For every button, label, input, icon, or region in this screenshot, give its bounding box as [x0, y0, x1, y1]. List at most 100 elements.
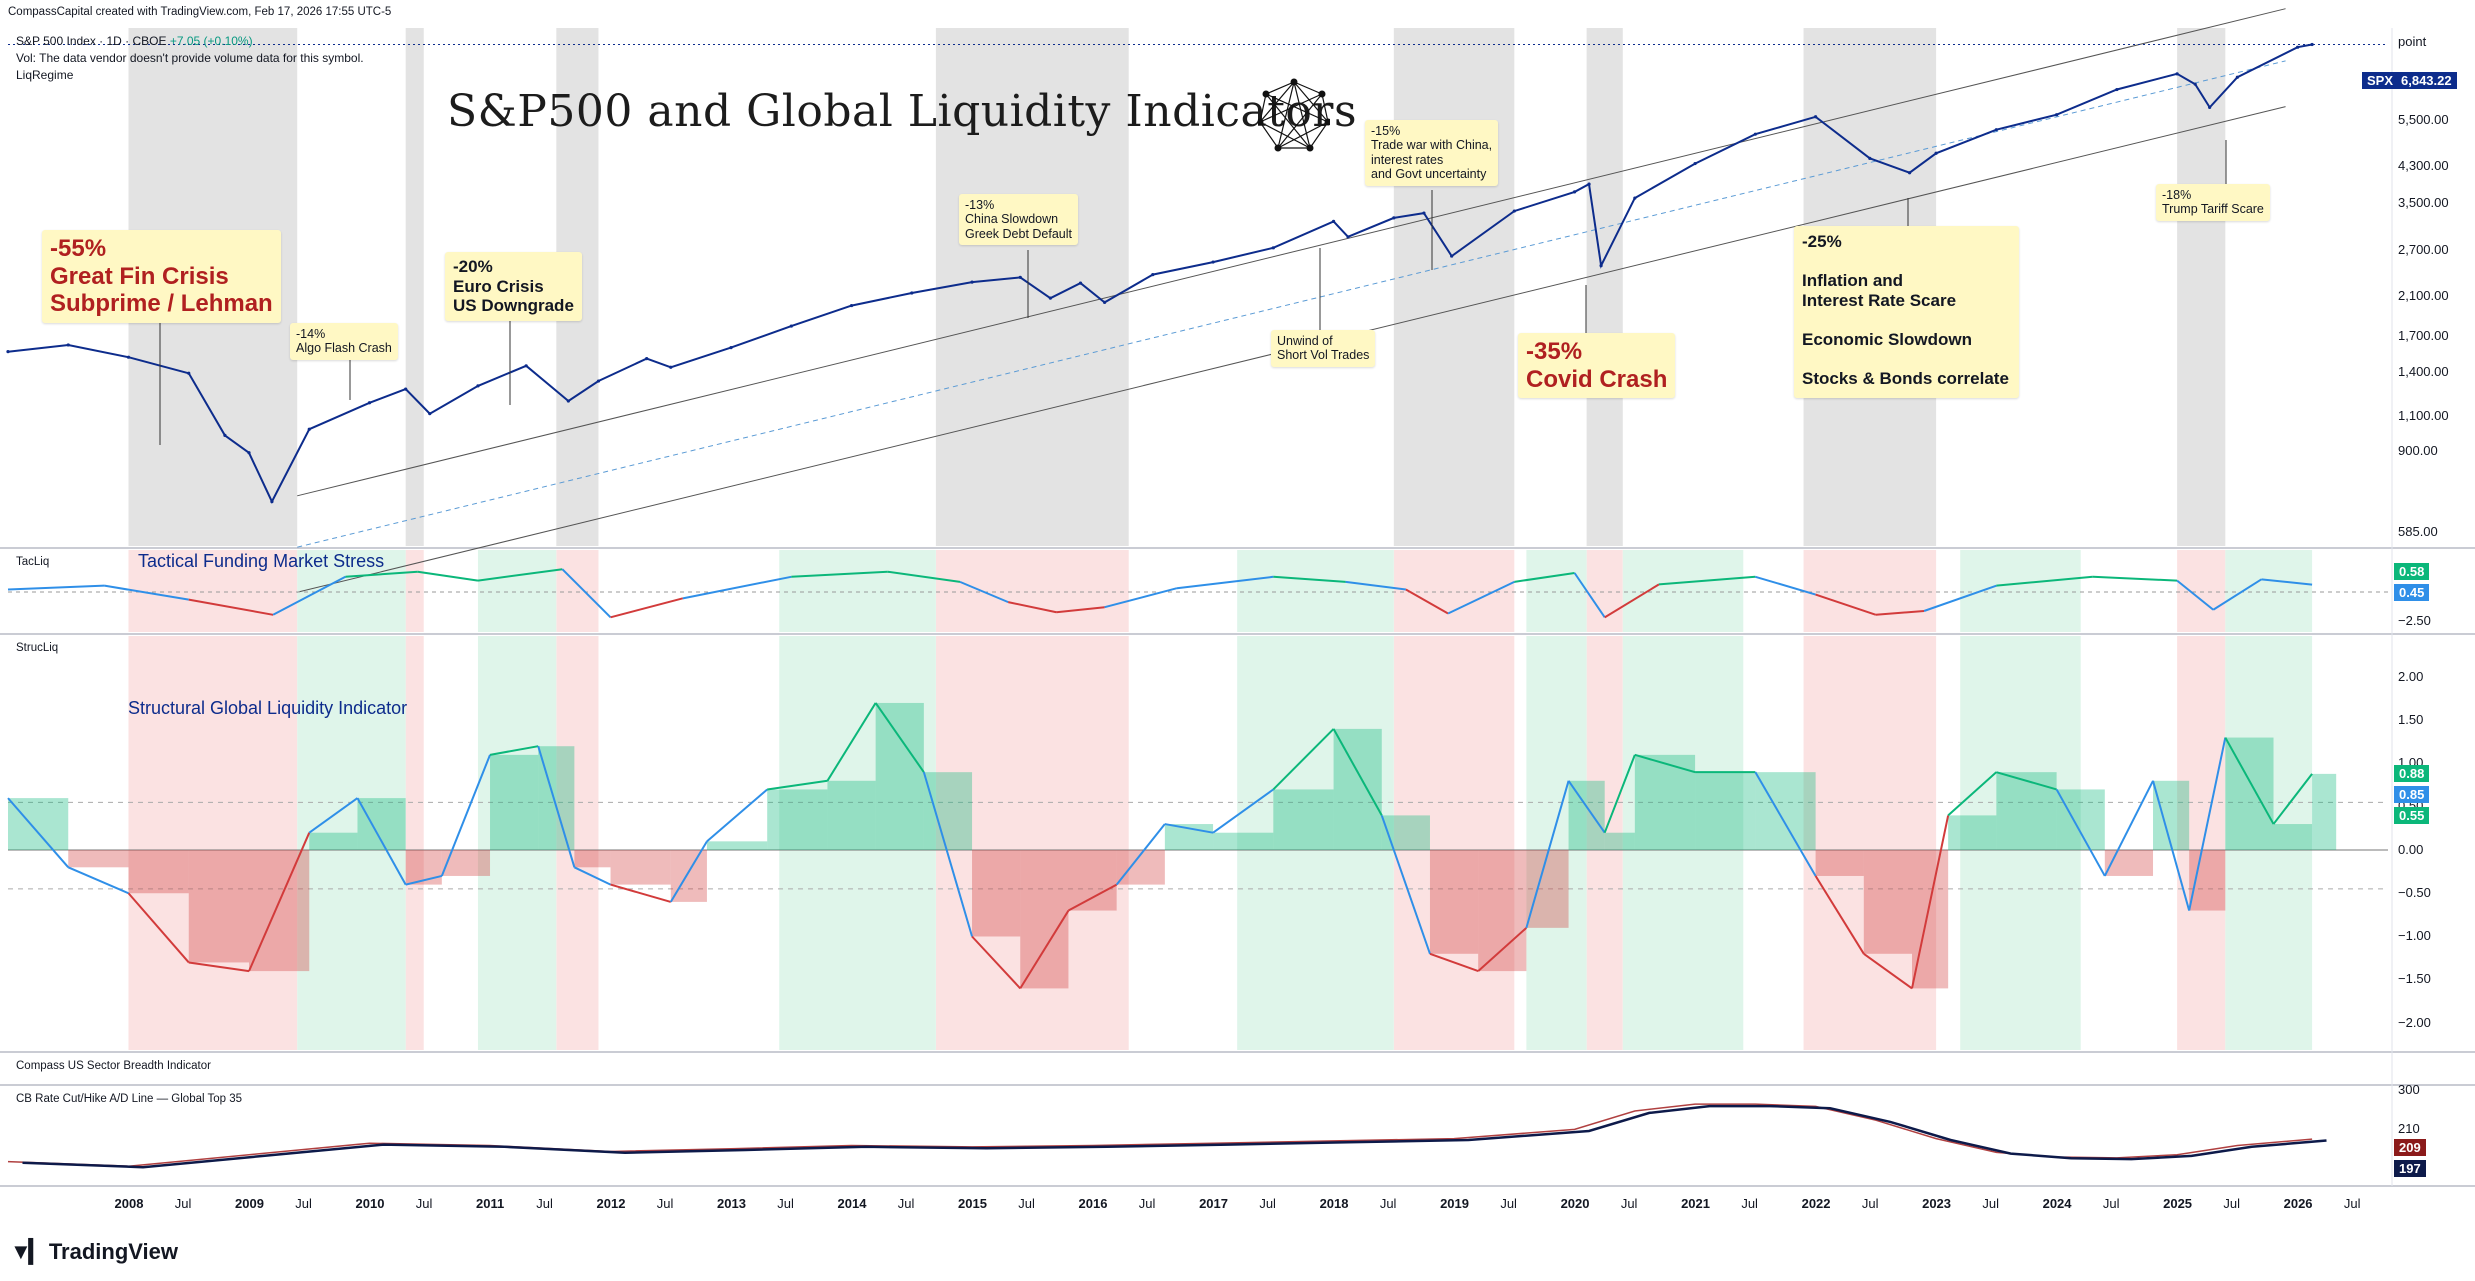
- struc-line-segment: [971, 935, 1021, 990]
- spx-point: [729, 346, 733, 350]
- tac-tick: −2.50: [2398, 613, 2431, 628]
- spx-point: [404, 387, 408, 391]
- time-tick: 2016: [1078, 1196, 1108, 1211]
- spx-point: [1271, 246, 1275, 250]
- struc-histogram-bar: [827, 780, 876, 850]
- time-tick: Jul: [777, 1196, 794, 1211]
- tradingview-logo-icon: ▼▎: [10, 1239, 46, 1264]
- volume-note: Vol: The data vendor doesn't provide vol…: [16, 51, 364, 65]
- time-tick: Jul: [536, 1196, 553, 1211]
- tac-line-segment: [959, 580, 1009, 604]
- regime-shade-tac: [935, 550, 1129, 632]
- tac-value-green: 0.58: [2394, 563, 2430, 580]
- tac-line-segment: [887, 570, 961, 583]
- tac-value-blue: 0.45: [2394, 584, 2430, 601]
- struc-histogram-bar: [1429, 850, 1479, 954]
- regime-shade-tac: [297, 550, 406, 632]
- tac-label[interactable]: TacLiq: [16, 556, 50, 568]
- indicator-name[interactable]: LiqRegime: [16, 68, 74, 82]
- regime-shade-struc: [405, 636, 424, 1050]
- time-tick: 2015: [958, 1196, 987, 1211]
- time-tick: Jul: [1379, 1196, 1397, 1211]
- struc-label[interactable]: StrucLiq: [16, 642, 59, 654]
- tac-line-segment: [2176, 579, 2214, 611]
- spx-point: [2115, 87, 2119, 92]
- tradingview-logo[interactable]: ▼▎ TradingView: [10, 1239, 178, 1265]
- time-tick: 2024: [2042, 1196, 2072, 1211]
- spx-point: [1211, 260, 1215, 264]
- cb-label[interactable]: CB Rate Cut/Hike A/D Line — Global Top 3…: [16, 1093, 243, 1105]
- struc-histogram-bar: [405, 850, 442, 885]
- struc-histogram-bar: [1634, 754, 1696, 850]
- scale-mode-button[interactable]: point: [2398, 34, 2427, 49]
- spx-point: [66, 343, 70, 347]
- struc-histogram-bar: [490, 754, 539, 850]
- spx-point: [2055, 113, 2059, 117]
- regime-shade-tac: [2225, 550, 2313, 632]
- struc-line-segment: [248, 832, 311, 972]
- time-tick: Jul: [656, 1196, 674, 1211]
- regime-shade-main: [405, 28, 424, 546]
- tac-line-segment: [2261, 578, 2313, 586]
- regime-shade-tac: [1237, 550, 1394, 632]
- struc-histogram-bar: [309, 832, 358, 850]
- regime-shade-struc: [2225, 636, 2313, 1050]
- struc-histogram-bar: [767, 789, 828, 850]
- time-axis[interactable]: 2008 Jul 2009 Jul 2010 Jul 2011 Jul 2012 Jul 2013 J…: [0, 1196, 2475, 1216]
- regime-shade-tac: [1526, 550, 1587, 632]
- symbol-line: S&P 500 Index · 1D · CBOE +7.05 (+0.10%): [16, 34, 253, 48]
- spx-point: [6, 350, 10, 354]
- tac-line-segment: [1104, 587, 1178, 609]
- struc-histogram-bar: [128, 850, 189, 894]
- struc-histogram-bar: [1604, 832, 1635, 850]
- spx-point: [1868, 156, 1872, 160]
- breadth-label[interactable]: Compass US Sector Breadth Indicator: [16, 1060, 211, 1072]
- time-tick: 2008: [114, 1196, 144, 1211]
- tac-line-segment: [1447, 580, 1515, 615]
- time-tick: 2014: [837, 1196, 867, 1211]
- callout-covid: -35% Covid Crash: [1518, 333, 1676, 399]
- spx-point: [1422, 211, 1426, 215]
- time-tick: 2013: [717, 1196, 746, 1211]
- regime-shade-tac: [556, 550, 599, 632]
- spx-point: [1078, 281, 1083, 285]
- struc-line-segment: [2103, 780, 2154, 877]
- spx-tick: 4,300.00: [2398, 158, 2449, 173]
- struc-line-segment: [356, 797, 407, 886]
- time-tick: Jul: [1500, 1196, 1517, 1211]
- struc-line-segment: [1332, 728, 1383, 816]
- callout-gfc: -55% Great Fin Crisis Subprime / Lehman: [42, 230, 281, 323]
- spx-point: [1512, 209, 1516, 213]
- callout-trade: -15% Trade war with China, interest rate…: [1365, 120, 1499, 186]
- tac-line-segment: [1273, 575, 1346, 583]
- spx-point: [367, 401, 372, 405]
- struc-line-segment: [874, 702, 925, 773]
- tradingview-logo-text: TradingView: [48, 1239, 179, 1264]
- struc-line-segment: [1996, 771, 2057, 791]
- spx-tick: 1,100.00: [2398, 408, 2449, 423]
- struc-histogram-bar: [1695, 772, 1756, 850]
- time-tick: Jul: [1018, 1196, 1035, 1211]
- struc-line-segment: [2224, 737, 2275, 825]
- regime-shade-struc: [1960, 636, 2081, 1050]
- spx-point: [524, 364, 528, 368]
- regime-shade-tac: [477, 550, 557, 632]
- struc-histogram-bar: [610, 850, 671, 885]
- struc-line-segment: [67, 866, 129, 895]
- cb-value-red: 209: [2394, 1139, 2426, 1156]
- spx-point: [270, 499, 274, 504]
- struc-line-segment: [1272, 728, 1335, 791]
- struc-histogram-bar: [1912, 850, 1949, 989]
- struc-value-green: 0.88: [2394, 765, 2430, 782]
- spx-point: [1753, 132, 1757, 136]
- spx-point: [1587, 182, 1591, 186]
- struc-tick: 2.00: [2398, 669, 2424, 684]
- tac-line-segment: [1755, 575, 1816, 596]
- cb-tick: 210: [2398, 1121, 2420, 1136]
- spx-point: [2235, 75, 2239, 79]
- tac-line-segment: [1176, 575, 1274, 590]
- tac-title: Tactical Funding Market Stress: [138, 551, 385, 571]
- struc-line-segment: [1115, 823, 1166, 886]
- spx-point: [1994, 128, 1998, 132]
